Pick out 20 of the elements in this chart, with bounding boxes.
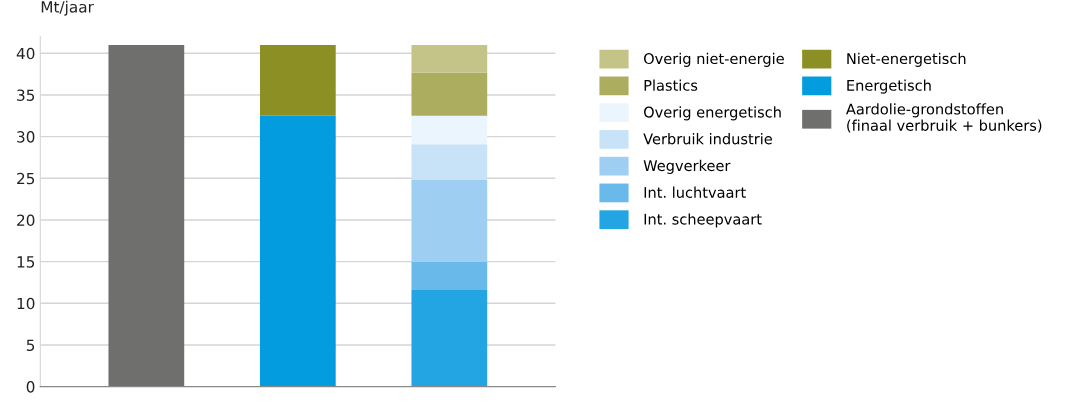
legend-label: Overig energetisch <box>643 106 781 121</box>
legend-label: Plastics <box>644 79 698 91</box>
y-tick-label: 15 <box>17 256 35 268</box>
legend-label: Wegverkeer <box>643 159 731 174</box>
y-tick-label: 40 <box>16 47 35 60</box>
legend-label: Overig niet-energie <box>643 52 784 67</box>
y-tick-label: 25 <box>17 172 35 185</box>
legend-label: Energetisch <box>847 79 931 94</box>
y-tick-label: 0 <box>26 381 35 393</box>
legend-label: Niet-energetisch <box>847 52 966 67</box>
legend-label: Verbruik industrie <box>643 133 772 145</box>
y-tick-label: 35 <box>17 89 35 101</box>
legend-label: Aardolie-grondstoffen (finaal verbruik + bunkers) <box>846 103 1042 133</box>
y-axis-title: Mt/jaar <box>41 0 94 16</box>
y-tick-label: 30 <box>17 131 35 143</box>
y-tick-label: 20 <box>17 214 35 226</box>
legend-label: Int. scheepvaart <box>644 213 762 228</box>
y-tick-label: 10 <box>17 297 35 310</box>
legend-label: Int. luchtvaart <box>644 186 746 198</box>
y-tick-label: 5 <box>26 339 35 351</box>
